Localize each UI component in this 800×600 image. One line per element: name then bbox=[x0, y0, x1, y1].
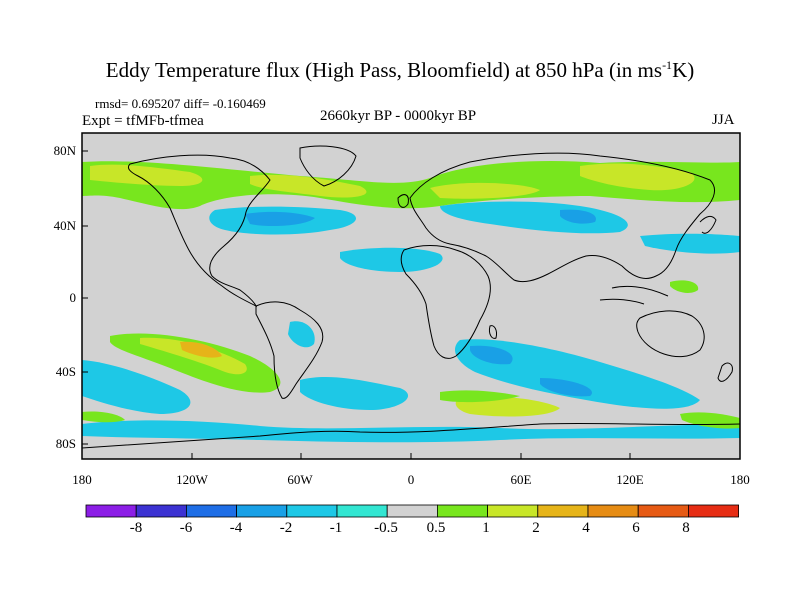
colorbar-label: -1 bbox=[329, 520, 343, 536]
field-pac-blue bbox=[640, 233, 740, 254]
lon-label-60e: 60E bbox=[510, 472, 532, 487]
field-north-blue-3 bbox=[245, 211, 315, 226]
field-spac-blue bbox=[82, 360, 191, 414]
field-sind-blue-3 bbox=[540, 378, 592, 397]
field-atl-blue bbox=[340, 247, 443, 272]
coast-japan bbox=[699, 215, 717, 234]
colorbar-box bbox=[135, 504, 187, 518]
colorbar bbox=[85, 504, 740, 518]
lat-label-80s: 80S bbox=[55, 436, 76, 451]
colorbar-label: 8 bbox=[682, 520, 690, 536]
colorbar-box bbox=[587, 504, 639, 518]
coast-north-america bbox=[127, 154, 271, 308]
colorbar-label: 1 bbox=[482, 520, 490, 536]
field-north-yellow-2 bbox=[250, 174, 367, 198]
colorbar-label: 0.5 bbox=[426, 520, 446, 536]
field-spac-green bbox=[110, 333, 281, 393]
coast-south-america bbox=[255, 301, 324, 399]
lon-label-120w: 120W bbox=[176, 472, 208, 487]
colorbar-box bbox=[487, 504, 539, 518]
coast-greenland bbox=[299, 145, 357, 187]
colorbar-box bbox=[185, 504, 237, 518]
colorbar-label: -8 bbox=[129, 520, 143, 536]
map-title: Eddy Temperature flux (High Pass, Bloomf… bbox=[105, 58, 695, 82]
coast-indonesia bbox=[599, 285, 669, 305]
colorbar-label: 6 bbox=[632, 520, 640, 536]
field-north-band bbox=[82, 160, 740, 210]
lat-tick-marks bbox=[82, 150, 88, 445]
colorbar-label: -6 bbox=[179, 520, 193, 536]
field-eq-green bbox=[670, 280, 699, 293]
field-north-yellow-1 bbox=[90, 164, 203, 186]
lon-label-120e: 120E bbox=[616, 472, 644, 487]
colorbar-label: -0.5 bbox=[374, 520, 398, 536]
lon-label-60w: 60W bbox=[287, 472, 313, 487]
field-satl-blue bbox=[300, 377, 409, 410]
lon-label-180w: 180 bbox=[72, 472, 92, 487]
lon-label-180e: 180 bbox=[730, 472, 750, 487]
coast-newzealand bbox=[717, 362, 733, 382]
period-label: 2660kyr BP - 0000kyr BP bbox=[320, 108, 477, 124]
colorbar-box bbox=[386, 504, 438, 518]
field-north-blue-2 bbox=[440, 201, 628, 234]
field-spac-orange bbox=[180, 341, 222, 358]
lat-label-0: 0 bbox=[69, 290, 77, 305]
coast-uk bbox=[397, 194, 409, 208]
colorbar-box bbox=[85, 504, 137, 518]
lon-tick-marks bbox=[81, 453, 741, 459]
field-sind-green bbox=[440, 390, 520, 403]
field-spac-yellow bbox=[140, 337, 247, 375]
colorbar-box bbox=[336, 504, 388, 518]
colorbar-box bbox=[637, 504, 689, 518]
field-sind-blue-2 bbox=[470, 345, 513, 365]
coast-africa bbox=[400, 245, 491, 359]
experiment-label: Expt = tfMFb-tfmea bbox=[82, 113, 204, 129]
lat-label-40s: 40S bbox=[55, 364, 76, 379]
colorbar-label: 4 bbox=[582, 520, 590, 536]
field-north-blue-4 bbox=[560, 209, 596, 224]
lon-label-0: 0 bbox=[407, 472, 415, 487]
rmsd-diff-text: rmsd= 0.695207 diff= -0.160469 bbox=[95, 96, 266, 111]
coast-antarctica bbox=[82, 422, 740, 449]
lat-label-80n: 80N bbox=[53, 143, 76, 158]
field-north-yellow-3 bbox=[580, 163, 695, 191]
field-antarctic-green-2 bbox=[82, 411, 125, 423]
field-north-yellow-4 bbox=[430, 182, 540, 199]
map-field bbox=[82, 133, 740, 459]
coast-europe-asia bbox=[409, 152, 715, 283]
coast-australia bbox=[636, 310, 705, 358]
colorbar-label: 2 bbox=[532, 520, 540, 536]
colorbar-box bbox=[286, 504, 338, 518]
coast-madagascar bbox=[489, 325, 497, 339]
colorbar-label: -2 bbox=[279, 520, 293, 536]
field-sind-blue bbox=[455, 339, 700, 409]
colorbar-box bbox=[537, 504, 589, 518]
colorbar-label: -4 bbox=[229, 520, 243, 536]
field-spac-blue-2 bbox=[288, 321, 315, 348]
colorbar-box bbox=[688, 504, 740, 518]
lat-label-40n: 40N bbox=[53, 218, 76, 233]
colorbar-box bbox=[236, 504, 288, 518]
colorbar-box bbox=[436, 504, 488, 518]
coastlines bbox=[82, 145, 740, 449]
season-label: JJA bbox=[712, 112, 735, 128]
